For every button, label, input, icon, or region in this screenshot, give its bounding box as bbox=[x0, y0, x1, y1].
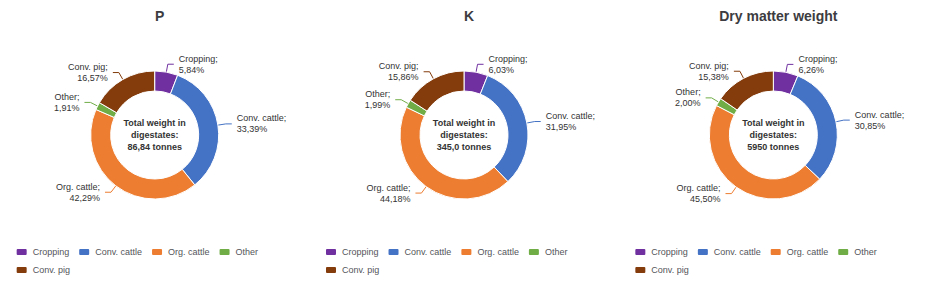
svg-text:Other;: Other; bbox=[676, 87, 701, 97]
svg-text:Conv. pig: Conv. pig bbox=[33, 265, 70, 275]
svg-text:345,0 tonnes: 345,0 tonnes bbox=[437, 142, 492, 152]
svg-text:16,57%: 16,57% bbox=[77, 73, 108, 83]
svg-text:Conv. pig;: Conv. pig; bbox=[689, 61, 729, 71]
svg-text:Conv. cattle;: Conv. cattle; bbox=[855, 110, 904, 120]
svg-text:Other: Other bbox=[545, 247, 568, 257]
svg-text:15,38%: 15,38% bbox=[698, 72, 729, 82]
svg-text:Conv. pig;: Conv. pig; bbox=[379, 61, 419, 71]
svg-text:Conv. pig;: Conv. pig; bbox=[68, 62, 108, 72]
svg-text:Other;: Other; bbox=[54, 92, 79, 102]
svg-text:Cropping: Cropping bbox=[33, 247, 70, 257]
svg-text:2,00%: 2,00% bbox=[675, 98, 701, 108]
svg-text:6,03%: 6,03% bbox=[489, 65, 515, 75]
svg-text:5,84%: 5,84% bbox=[179, 65, 205, 75]
svg-text:Org. cattle;: Org. cattle; bbox=[366, 183, 410, 193]
svg-text:Conv. cattle;: Conv. cattle; bbox=[546, 111, 595, 121]
svg-text:Total weight in: Total weight in bbox=[742, 118, 804, 128]
svg-text:Conv. cattle: Conv. cattle bbox=[405, 247, 452, 257]
svg-text:Other;: Other; bbox=[365, 89, 390, 99]
svg-text:Dry matter weight: Dry matter weight bbox=[719, 8, 838, 24]
svg-text:Other: Other bbox=[236, 247, 259, 257]
svg-text:Total weight in: Total weight in bbox=[433, 118, 495, 128]
svg-text:Cropping;: Cropping; bbox=[798, 54, 837, 64]
svg-text:5950 tonnes: 5950 tonnes bbox=[747, 142, 799, 152]
svg-text:Org. cattle;: Org. cattle; bbox=[676, 183, 720, 193]
svg-text:Conv. pig: Conv. pig bbox=[342, 265, 379, 275]
svg-text:31,95%: 31,95% bbox=[546, 122, 577, 132]
svg-text:Conv. cattle: Conv. cattle bbox=[95, 247, 142, 257]
svg-text:digestates:: digestates: bbox=[750, 130, 798, 140]
svg-text:Other: Other bbox=[854, 247, 877, 257]
svg-text:Org. cattle: Org. cattle bbox=[787, 247, 829, 257]
svg-text:Cropping;: Cropping; bbox=[179, 54, 218, 64]
svg-text:42,29%: 42,29% bbox=[69, 193, 100, 203]
svg-text:Org. cattle: Org. cattle bbox=[477, 247, 519, 257]
svg-text:Cropping: Cropping bbox=[651, 247, 688, 257]
svg-text:digestates:: digestates: bbox=[131, 130, 179, 140]
svg-text:1,91%: 1,91% bbox=[54, 103, 80, 113]
svg-text:Conv. pig: Conv. pig bbox=[651, 265, 688, 275]
svg-text:K: K bbox=[464, 8, 474, 24]
svg-text:Total weight in: Total weight in bbox=[124, 118, 186, 128]
svg-text:Org. cattle: Org. cattle bbox=[168, 247, 210, 257]
svg-text:1,99%: 1,99% bbox=[365, 100, 391, 110]
svg-text:Org. cattle;: Org. cattle; bbox=[56, 182, 100, 192]
svg-text:44,18%: 44,18% bbox=[380, 194, 411, 204]
svg-text:P: P bbox=[155, 8, 164, 24]
svg-text:30,85%: 30,85% bbox=[855, 121, 886, 131]
svg-text:Conv. cattle;: Conv. cattle; bbox=[237, 113, 286, 123]
svg-text:6,26%: 6,26% bbox=[798, 65, 824, 75]
svg-text:15,86%: 15,86% bbox=[388, 72, 419, 82]
svg-text:Cropping: Cropping bbox=[342, 247, 379, 257]
svg-text:digestates:: digestates: bbox=[440, 130, 488, 140]
svg-text:Conv. cattle: Conv. cattle bbox=[714, 247, 761, 257]
svg-text:Cropping;: Cropping; bbox=[489, 54, 528, 64]
svg-text:45,50%: 45,50% bbox=[690, 194, 721, 204]
svg-text:86,84 tonnes: 86,84 tonnes bbox=[127, 142, 182, 152]
svg-text:33,39%: 33,39% bbox=[237, 124, 268, 134]
